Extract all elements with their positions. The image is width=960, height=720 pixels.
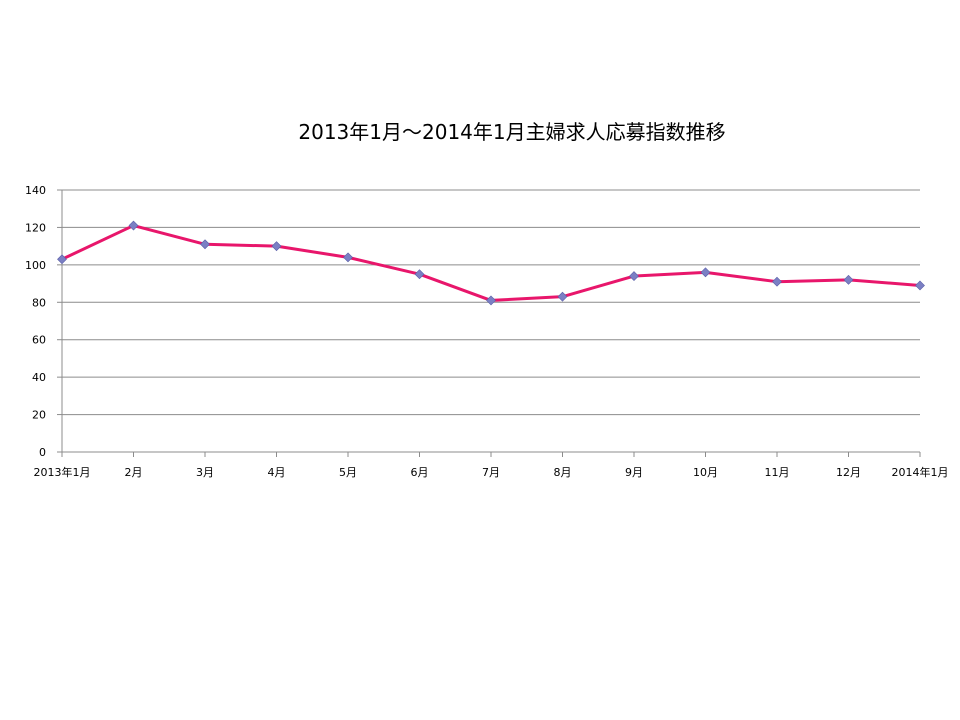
axes [57, 189, 921, 457]
data-point-marker [629, 271, 639, 282]
data-point-marker [486, 295, 496, 306]
gridlines [62, 189, 920, 416]
x-tick-label: 12月 [836, 466, 861, 479]
x-tick-label: 6月 [411, 466, 429, 479]
y-tick-label: 120 [25, 221, 46, 234]
y-tick-labels: 0 20 40 60 80 100 120 140 [25, 184, 46, 459]
x-tick-label: 3月 [196, 466, 214, 479]
data-point-marker [700, 267, 711, 278]
data-point-marker [57, 254, 67, 265]
data-point-marker [915, 280, 925, 291]
data-point-marker [343, 252, 353, 263]
x-tick-label: 2月 [125, 466, 143, 479]
series [57, 220, 925, 306]
x-tick-label: 7月 [482, 466, 500, 479]
chart-title: 2013年1月～2014年1月主婦求人応募指数推移 [298, 120, 726, 144]
series-line [60, 224, 922, 302]
y-tick-label: 80 [32, 296, 46, 309]
data-point-marker [843, 274, 854, 285]
y-tick-label: 20 [32, 409, 46, 422]
y-tick-label: 140 [25, 184, 46, 197]
x-tick-label: 9月 [625, 466, 643, 479]
x-tick-label: 11月 [765, 466, 790, 479]
x-tick-label: 8月 [554, 466, 572, 479]
x-tick-labels: 2013年1月 2月 3月 4月 5月 6月 7月 8月 9月 10月 11月 12月 2014年1月 [34, 465, 949, 479]
data-point-marker [557, 291, 568, 302]
x-tick-label: 4月 [268, 466, 286, 479]
data-point-marker [271, 241, 282, 252]
y-tick-label: 60 [32, 334, 46, 347]
y-tick-label: 40 [32, 371, 46, 384]
data-point-marker [200, 239, 210, 250]
data-point-marker [414, 269, 425, 280]
x-tick-label: 2013年1月 [34, 465, 91, 479]
data-point-marker [128, 220, 139, 231]
x-tick-label: 10月 [693, 466, 718, 479]
x-tick-label: 2014年1月 [892, 465, 949, 479]
y-tick-label: 0 [39, 446, 46, 459]
y-tick-label: 100 [25, 259, 46, 272]
data-point-marker [772, 276, 782, 287]
x-tick-label: 5月 [339, 466, 357, 479]
